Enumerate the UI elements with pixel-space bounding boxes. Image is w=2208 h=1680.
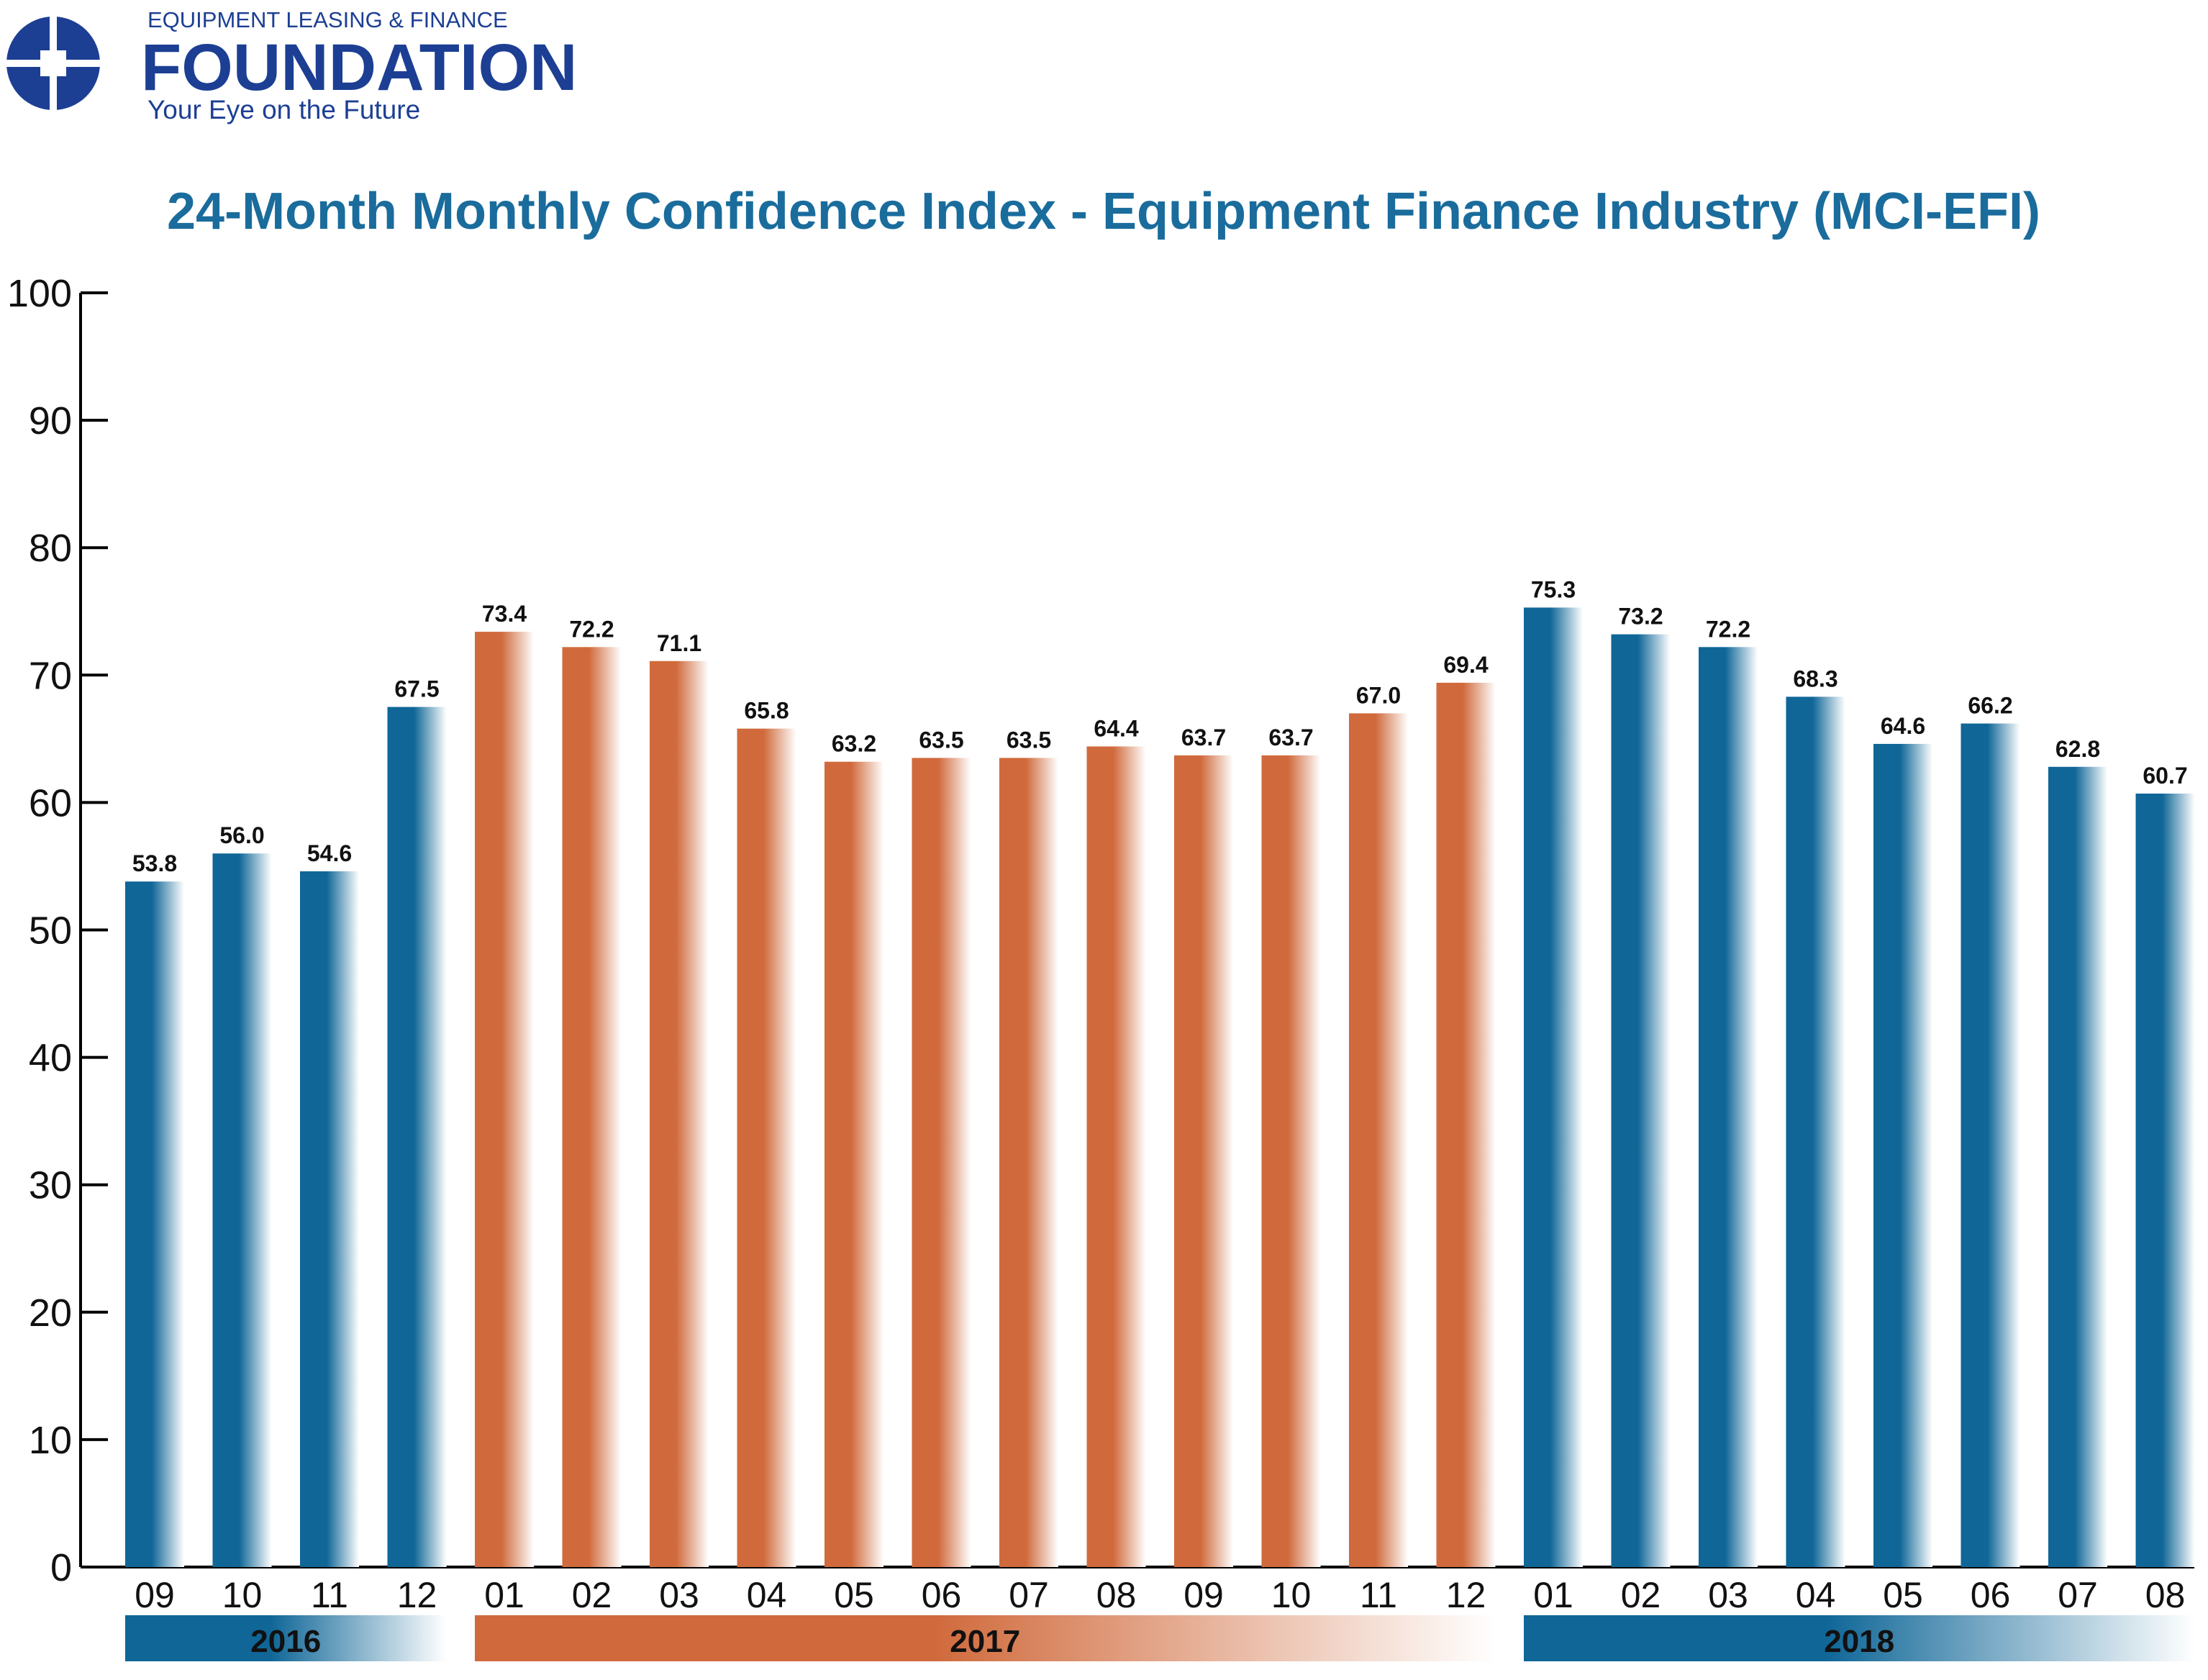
legend-label: 2018: [1824, 1624, 1894, 1659]
x-tick-label: 06: [922, 1575, 962, 1615]
y-tick-label: 80: [29, 527, 72, 570]
y-tick-label: 40: [29, 1037, 72, 1080]
value-label: 69.4: [1443, 652, 1488, 678]
y-tick-label: 100: [7, 272, 72, 315]
x-tick-label: 03: [1708, 1575, 1748, 1615]
x-tick-label: 09: [135, 1575, 175, 1615]
bar: [1699, 647, 1758, 1567]
bar: [824, 761, 883, 1567]
bar: [912, 758, 971, 1567]
value-label: 71.1: [657, 630, 701, 656]
value-label: 63.5: [1007, 727, 1051, 753]
x-tick-label: 08: [1096, 1575, 1137, 1615]
legend-label: 2016: [250, 1624, 321, 1659]
value-label: 54.6: [307, 840, 352, 866]
y-tick-label: 0: [50, 1546, 72, 1589]
bar: [737, 728, 796, 1567]
value-label: 73.4: [482, 601, 527, 627]
x-tick-label: 11: [311, 1575, 348, 1615]
bar: [1349, 713, 1408, 1568]
bar: [125, 881, 184, 1567]
bar: [1786, 696, 1845, 1567]
value-label: 63.7: [1181, 725, 1226, 750]
value-label: 67.5: [394, 676, 439, 702]
x-tick-label: 09: [1183, 1575, 1224, 1615]
bar: [2135, 794, 2195, 1567]
y-tick-label: 70: [29, 654, 72, 697]
value-label: 63.5: [919, 727, 963, 753]
x-tick-label: 02: [572, 1575, 612, 1615]
bar: [212, 853, 272, 1567]
x-tick-label: 08: [2145, 1575, 2186, 1615]
value-label: 72.2: [569, 616, 614, 642]
x-tick-label: 06: [1971, 1575, 2011, 1615]
x-tick-label: 12: [397, 1575, 437, 1615]
x-tick-label: 11: [1360, 1575, 1397, 1615]
value-label: 67.0: [1356, 682, 1401, 708]
value-label: 56.0: [219, 822, 264, 848]
x-tick-label: 04: [1796, 1575, 1836, 1615]
legend-swatch: [1524, 1615, 2195, 1661]
value-label: 75.3: [1531, 576, 1576, 602]
bar: [1261, 755, 1321, 1567]
logo-name: FOUNDATION: [141, 31, 577, 104]
bar: [1174, 755, 1233, 1567]
y-tick-label: 10: [29, 1419, 72, 1462]
x-tick-label: 03: [659, 1575, 699, 1615]
bar: [562, 647, 622, 1567]
value-label: 65.8: [744, 698, 789, 724]
value-label: 63.2: [832, 731, 876, 757]
x-tick-label: 02: [1621, 1575, 1661, 1615]
logo: EQUIPMENT LEASING & FINANCE FOUNDATION Y…: [6, 7, 577, 124]
x-tick-label: 12: [1446, 1575, 1486, 1615]
bar: [475, 632, 534, 1568]
y-tick-label: 50: [29, 909, 72, 953]
x-tick-label: 10: [1271, 1575, 1312, 1615]
value-label: 64.4: [1094, 715, 1138, 741]
legend-label: 2017: [950, 1624, 1020, 1659]
bar: [2048, 766, 2107, 1567]
value-label: 73.2: [1618, 604, 1663, 630]
bar: [650, 660, 709, 1567]
legend-swatch: [475, 1615, 1496, 1661]
x-tick-label: 05: [1883, 1575, 1923, 1615]
value-label: 68.3: [1793, 666, 1837, 691]
logo-tagline: Your Eye on the Future: [147, 95, 420, 124]
value-label: 63.7: [1268, 725, 1313, 750]
x-tick-label: 04: [747, 1575, 787, 1615]
value-label: 64.6: [1881, 713, 1925, 739]
bar: [387, 707, 447, 1568]
x-tick-label: 01: [484, 1575, 524, 1615]
x-tick-label: 10: [222, 1575, 263, 1615]
value-label: 62.8: [2055, 736, 2100, 762]
bar: [1524, 607, 1583, 1567]
x-tick-label: 05: [834, 1575, 874, 1615]
x-tick-label: 07: [1009, 1575, 1049, 1615]
bar: [1873, 743, 1932, 1567]
legend-swatch: [125, 1615, 447, 1661]
y-tick-label: 20: [29, 1291, 72, 1335]
bar: [1961, 723, 2020, 1567]
value-label: 53.8: [132, 850, 177, 876]
x-tick-label: 07: [2058, 1575, 2098, 1615]
x-tick-label: 01: [1533, 1575, 1573, 1615]
y-tick-label: 30: [29, 1164, 72, 1207]
value-label: 72.2: [1706, 616, 1750, 642]
logo-square: [40, 50, 66, 76]
y-tick-label: 90: [29, 399, 72, 442]
bar: [300, 871, 359, 1567]
bar: [999, 758, 1058, 1567]
logo-top: EQUIPMENT LEASING & FINANCE: [147, 7, 508, 32]
y-tick-label: 60: [29, 781, 72, 825]
bar: [1436, 682, 1496, 1567]
value-label: 66.2: [1968, 693, 2012, 719]
bar: [1086, 746, 1146, 1567]
value-label: 60.7: [2143, 763, 2187, 789]
bar: [1611, 634, 1671, 1568]
chart-title: 24-Month Monthly Confidence Index - Equi…: [167, 183, 2040, 240]
